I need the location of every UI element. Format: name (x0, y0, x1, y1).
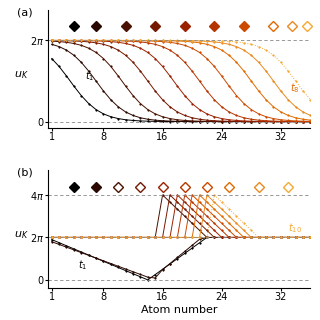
Text: (a): (a) (17, 7, 32, 17)
Text: (b): (b) (17, 167, 32, 177)
Y-axis label: $u_K$: $u_K$ (14, 69, 29, 81)
Y-axis label: $u_K$: $u_K$ (14, 229, 29, 241)
Text: $t_1$: $t_1$ (77, 258, 87, 272)
Text: $t_8$: $t_8$ (290, 81, 300, 95)
Text: $t_{10}$: $t_{10}$ (288, 221, 302, 235)
X-axis label: Atom number: Atom number (141, 305, 218, 315)
Text: $t_1$: $t_1$ (85, 69, 94, 83)
